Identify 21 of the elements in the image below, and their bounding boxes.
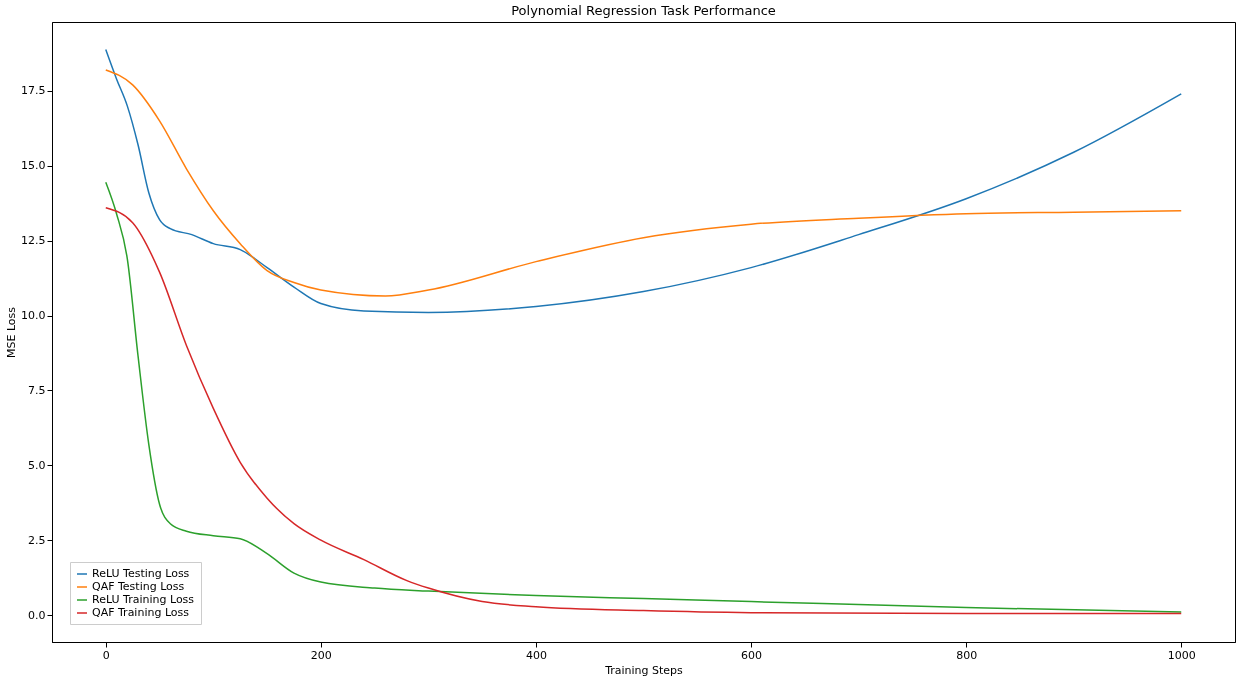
x-tick-label: 600 — [741, 648, 763, 662]
legend-label: QAF Testing Loss — [92, 580, 185, 593]
x-axis-title: Training Steps — [604, 663, 684, 677]
y-tick-label: 12.5 — [21, 234, 46, 248]
y-tick-label: 0.0 — [28, 608, 46, 622]
x-tick-label: 800 — [956, 648, 978, 662]
y-tick-label: 17.5 — [21, 84, 46, 98]
y-axis-title: MSE Loss — [5, 306, 19, 359]
y-tick-label: 5.0 — [28, 458, 46, 472]
x-tick-label: 1000 — [1167, 648, 1196, 662]
x-tick-label: 200 — [310, 648, 332, 662]
x-tick-label: 400 — [525, 648, 547, 662]
y-tick-label: 15.0 — [21, 159, 46, 173]
x-tick-label: 0 — [102, 648, 110, 662]
legend-label: ReLU Training Loss — [92, 593, 195, 606]
y-tick-label: 2.5 — [28, 533, 46, 547]
y-tick-label: 7.5 — [28, 383, 46, 397]
legend-label: QAF Training Loss — [92, 606, 190, 619]
chart-title: Polynomial Regression Task Performance — [511, 3, 776, 18]
y-tick-label: 10.0 — [21, 309, 46, 323]
legend-label: ReLU Testing Loss — [92, 567, 190, 580]
